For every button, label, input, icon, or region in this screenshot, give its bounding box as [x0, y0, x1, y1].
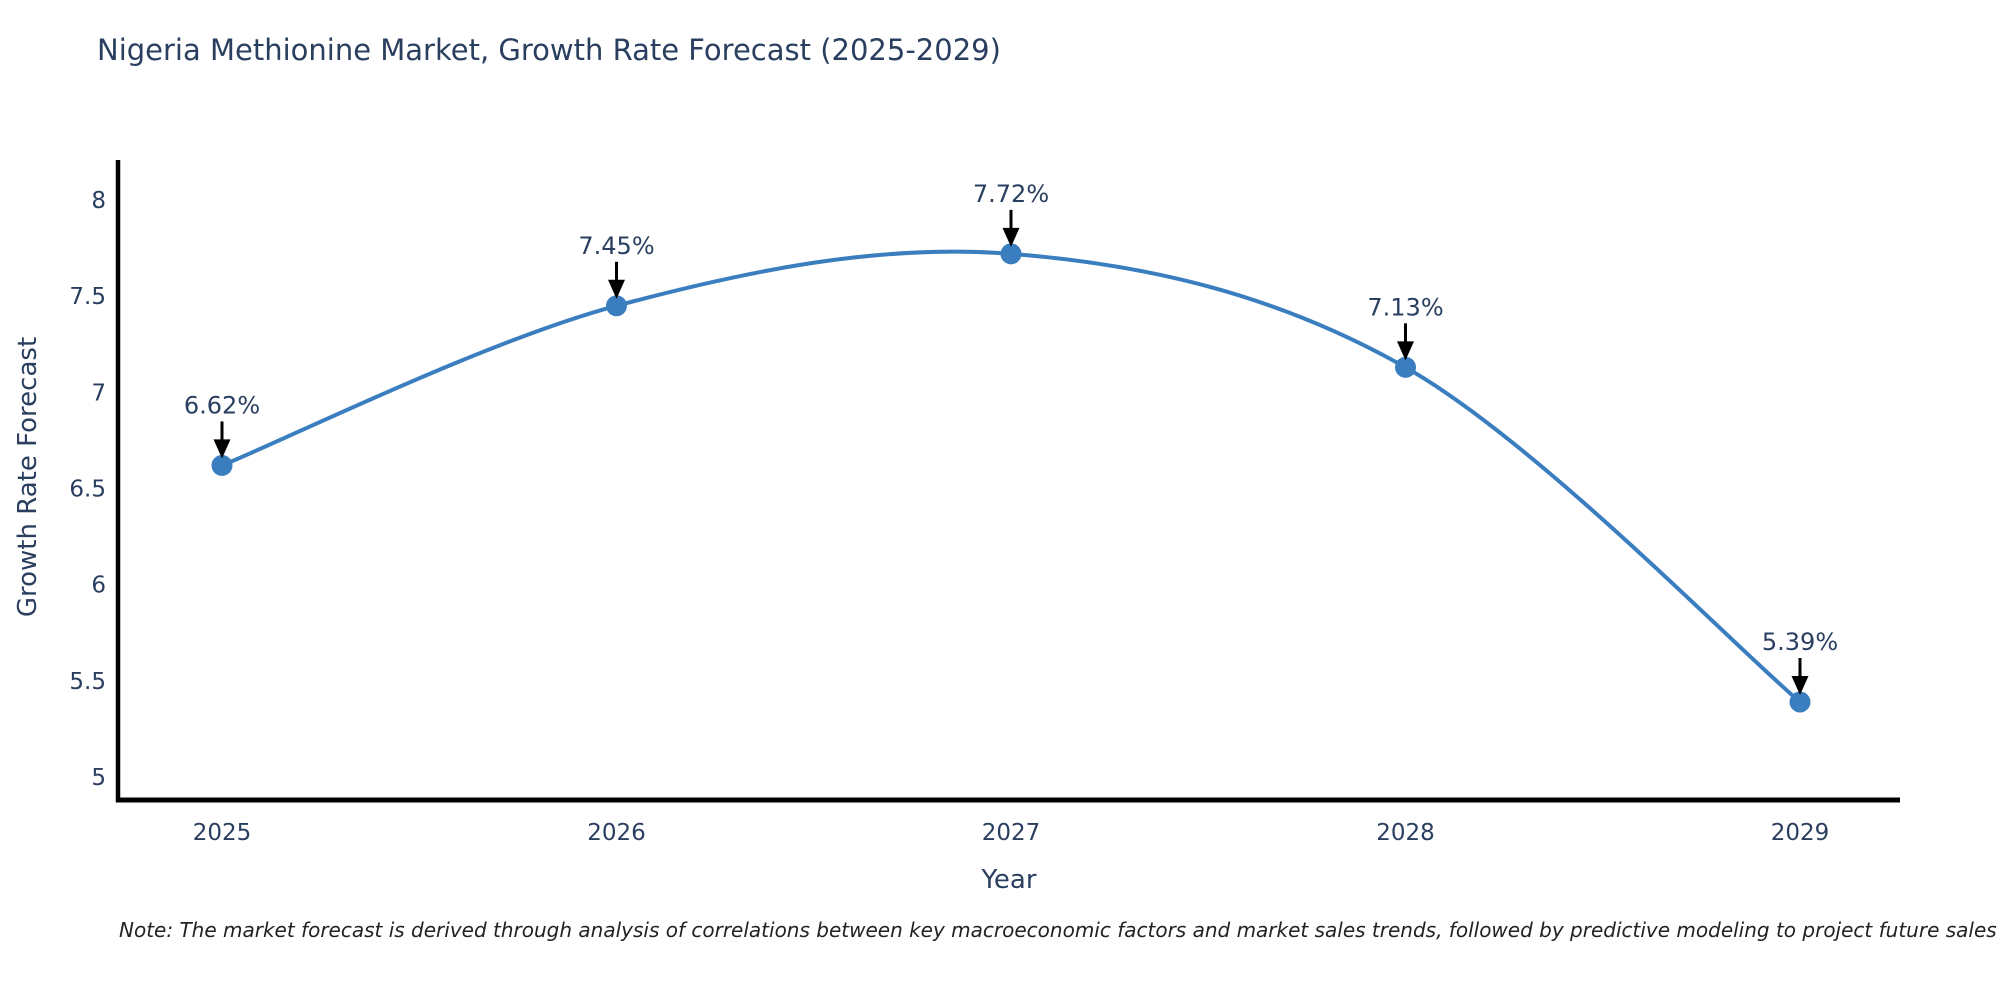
y-tick-label: 6: [91, 573, 106, 599]
annotation-label: 5.39%: [1762, 628, 1838, 656]
data-point[interactable]: [1000, 243, 1022, 265]
annotation-label: 6.62%: [184, 391, 260, 419]
y-axis-title: Growth Rate Forecast: [13, 337, 43, 617]
data-point[interactable]: [606, 295, 627, 317]
x-axis-title: Year: [980, 865, 1036, 895]
y-tick-label: 7: [91, 380, 106, 406]
chart-title: Nigeria Methionine Market, Growth Rate F…: [97, 33, 1001, 67]
annotation-arrowhead: [1791, 675, 1809, 695]
annotation-label: 7.13%: [1367, 293, 1443, 321]
y-tick-label: 7.5: [69, 284, 106, 310]
data-point[interactable]: [1395, 356, 1416, 378]
x-tick-label: 2029: [1771, 820, 1830, 846]
data-point[interactable]: [1789, 691, 1811, 713]
trend-line: [221, 249, 1802, 704]
annotation-arrowhead: [213, 439, 231, 459]
y-tick-label: 8: [91, 188, 106, 214]
y-tick-label: 5.5: [69, 669, 106, 695]
footnote: Note: The market forecast is derived thr…: [119, 918, 1997, 942]
data-point[interactable]: [211, 454, 233, 476]
y-tick-label: 5: [91, 765, 106, 791]
x-tick-label: 2027: [982, 820, 1041, 846]
annotation-label: 7.45%: [578, 232, 654, 260]
x-tick-label: 2026: [587, 820, 646, 846]
x-tick-label: 2028: [1376, 820, 1435, 846]
annotation-arrowhead: [1002, 227, 1020, 247]
annotation-label: 7.72%: [973, 180, 1049, 208]
x-tick-label: 2025: [193, 820, 252, 846]
annotation-arrowhead: [1397, 341, 1414, 361]
annotation-arrowhead: [608, 279, 625, 299]
y-tick-label: 6.5: [69, 477, 106, 503]
